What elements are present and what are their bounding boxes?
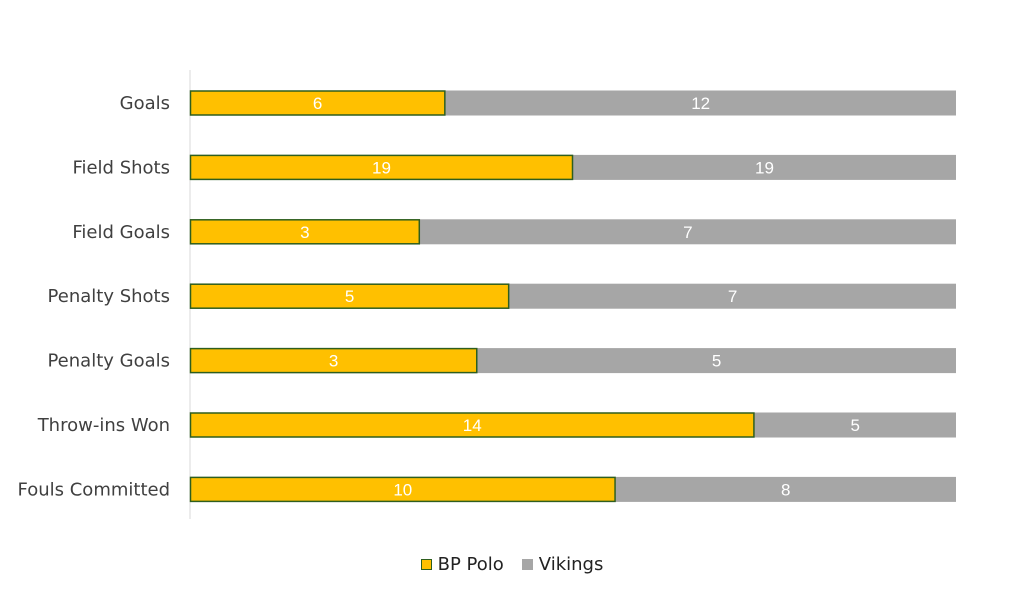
bar-bp-polo-fouls-committed (189, 476, 616, 503)
value-label-bp-polo-penalty-goals: 3 (329, 352, 338, 371)
value-label-vikings-fouls-committed: 8 (781, 480, 790, 499)
value-label-bp-polo-penalty-shots: 5 (345, 287, 354, 306)
category-label-fouls-committed: Fouls Committed (18, 479, 171, 500)
value-label-bp-polo-field-goals: 3 (300, 223, 309, 242)
value-label-vikings-field-goals: 7 (683, 223, 692, 242)
bar-vikings-fouls-committed (615, 476, 956, 502)
value-label-bp-polo-fouls-committed: 10 (393, 480, 412, 499)
value-label-vikings-penalty-goals: 5 (712, 352, 721, 371)
category-label-goals: Goals (120, 93, 170, 114)
legend-item-vikings: Vikings (521, 554, 604, 575)
category-label-penalty-shots: Penalty Shots (48, 286, 170, 307)
bar-vikings-penalty-goals (477, 348, 956, 374)
bar-vikings-goals (445, 90, 956, 116)
value-label-vikings-penalty-shots: 7 (728, 287, 737, 306)
legend-label-bp-polo: BP Polo (437, 554, 504, 575)
bar-bp-polo-penalty-shots (189, 283, 510, 309)
category-label-field-shots: Field Shots (72, 157, 170, 178)
category-label-penalty-goals: Penalty Goals (47, 351, 170, 372)
value-label-bp-polo-goals: 6 (313, 94, 322, 113)
bar-bp-polo-throw-ins-won (189, 412, 755, 438)
bar-bp-polo-goals (189, 90, 446, 116)
bar-vikings-throw-ins-won (754, 412, 956, 438)
bar-bp-polo-field-goals (189, 219, 421, 245)
value-label-vikings-throw-ins-won: 5 (850, 416, 859, 435)
bar-bp-polo-penalty-goals (189, 347, 478, 374)
bar-vikings-field-goals (419, 219, 956, 245)
category-label-throw-ins-won: Throw-ins Won (37, 415, 170, 436)
value-label-bp-polo-throw-ins-won: 14 (463, 416, 482, 435)
legend-swatch-vikings (521, 559, 533, 570)
legend-label-vikings: Vikings (538, 554, 604, 575)
bar-bp-polo-field-shots (189, 154, 574, 181)
bar-vikings-penalty-shots (509, 283, 956, 309)
legend: BP Polo Vikings (0, 554, 1024, 575)
value-label-bp-polo-field-shots: 19 (372, 158, 391, 177)
bars-layer (189, 90, 956, 503)
bar-chart: Goals 6 12 Field Shots 19 19 Field Goals 3 7 Pena… (18, 70, 956, 519)
bar-vikings-field-shots (573, 154, 956, 180)
labels-layer: Goals 6 12 Field Shots 19 19 Field Goals 3 7 Pena… (18, 93, 860, 500)
legend-swatch-bp-polo (420, 559, 432, 570)
value-label-vikings-goals: 12 (691, 94, 710, 113)
legend-item-bp-polo: BP Polo (420, 554, 504, 575)
category-label-field-goals: Field Goals (72, 222, 170, 243)
value-label-vikings-field-shots: 19 (755, 158, 774, 177)
